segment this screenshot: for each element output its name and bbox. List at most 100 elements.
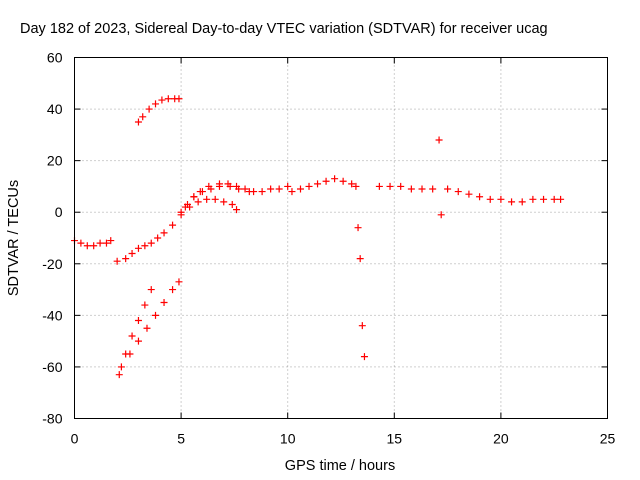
data-point (117, 363, 125, 371)
data-point (407, 185, 415, 193)
data-point (175, 278, 183, 286)
data-point (128, 249, 136, 257)
data-point (550, 195, 558, 203)
data-point (518, 198, 526, 206)
y-tick-label: 20 (47, 153, 63, 169)
data-point (284, 182, 292, 190)
data-point (143, 324, 151, 332)
data-point (418, 185, 426, 193)
data-point (339, 177, 347, 185)
data-point (476, 193, 484, 201)
data-point (113, 257, 121, 265)
data-point (169, 221, 177, 229)
series-rising-curve (113, 180, 253, 265)
data-point (160, 229, 168, 237)
data-point (228, 200, 236, 208)
data-point (288, 188, 296, 196)
data-point (152, 311, 160, 319)
series-evening (444, 185, 565, 206)
data-point (160, 298, 168, 306)
data-point (169, 286, 177, 294)
data-point (134, 244, 142, 252)
data-point (486, 195, 494, 203)
data-point (190, 193, 198, 201)
y-tick-labels: -80 -60 -40 -20 0 20 40 60 (42, 50, 62, 427)
data-point (134, 337, 142, 345)
data-point (444, 185, 452, 193)
y-tick-label: -80 (42, 411, 62, 427)
x-tick-label: 25 (600, 431, 616, 447)
chart-title: Day 182 of 2023, Sidereal Day-to-day VTE… (20, 21, 548, 37)
data-point (314, 180, 322, 188)
data-point (454, 188, 462, 196)
x-tick-labels: 0 5 10 15 20 25 (71, 431, 616, 447)
data-point (233, 206, 241, 214)
data-point (529, 195, 537, 203)
data-point (354, 224, 362, 232)
data-point (107, 237, 115, 245)
x-tick-label: 10 (280, 431, 296, 447)
data-point (126, 350, 134, 358)
data-point (175, 95, 183, 103)
y-tick-label: 0 (55, 204, 63, 220)
data-point (397, 182, 405, 190)
data-point (356, 255, 364, 263)
data-point (305, 182, 313, 190)
x-tick-label: 5 (177, 431, 185, 447)
x-axis-title: GPS time / hours (285, 458, 395, 474)
data-point (145, 105, 153, 113)
series-drop-line (354, 224, 368, 361)
y-tick-label: -40 (42, 307, 62, 323)
plot-frame (74, 57, 608, 419)
y-tick-label: -60 (42, 359, 62, 375)
data-point (83, 242, 91, 250)
data-point (141, 242, 149, 250)
series-mid-lower (177, 195, 241, 216)
data-point (164, 95, 172, 103)
data-point (358, 322, 366, 330)
data-point (465, 190, 473, 198)
data-point (186, 203, 194, 211)
data-point (134, 118, 142, 126)
data-point (102, 239, 110, 247)
x-tick-label: 15 (387, 431, 403, 447)
data-point (375, 182, 383, 190)
data-point (267, 185, 275, 193)
data-point (207, 185, 215, 193)
data-point (194, 198, 202, 206)
data-point (296, 185, 304, 193)
series-afternoon (288, 175, 360, 196)
series-steep-line-a (115, 286, 155, 379)
data-point (508, 198, 516, 206)
data-point (154, 234, 162, 242)
data-point (128, 332, 136, 340)
x-tick-label: 0 (71, 431, 79, 447)
data-point (352, 182, 360, 190)
data-point (429, 185, 437, 193)
series-early-segment (71, 237, 115, 250)
data-point (215, 182, 223, 190)
y-tick-label: -20 (42, 256, 62, 272)
data-point (115, 371, 123, 379)
data-points (71, 95, 565, 379)
y-tick-label: 40 (47, 101, 63, 117)
data-point (322, 177, 330, 185)
data-point (233, 182, 241, 190)
y-tick-label: 60 (47, 50, 63, 66)
data-point (437, 211, 445, 219)
data-point (435, 136, 443, 144)
data-point (211, 195, 219, 203)
data-point (152, 100, 160, 108)
data-point (540, 195, 548, 203)
data-point (557, 195, 565, 203)
data-point (141, 301, 149, 309)
data-point (258, 188, 266, 196)
data-point (96, 239, 104, 247)
data-point (360, 353, 368, 361)
y-axis-title: SDTVAR / TECUs (6, 180, 22, 296)
series-isolated (435, 136, 445, 219)
data-point (147, 286, 155, 294)
x-tick-label: 20 (493, 431, 509, 447)
data-point (158, 96, 166, 104)
data-point (250, 188, 258, 196)
